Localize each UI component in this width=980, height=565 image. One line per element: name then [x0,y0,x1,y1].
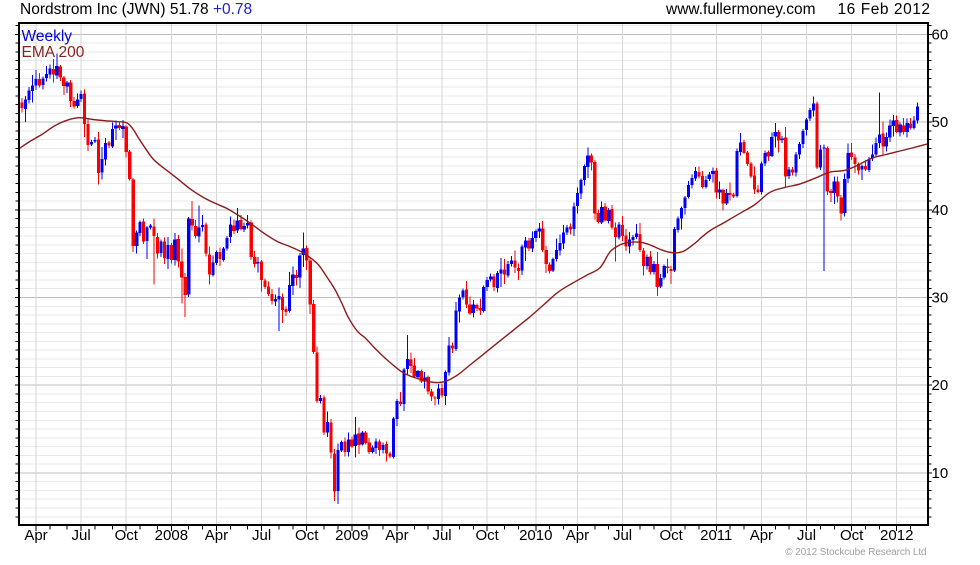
svg-text:40: 40 [932,202,949,219]
svg-text:10: 10 [932,465,949,482]
svg-text:Apr: Apr [385,527,408,544]
svg-text:© 2012 Stockcube Research Ltd: © 2012 Stockcube Research Ltd [785,547,926,558]
svg-text:Oct: Oct [840,527,864,544]
svg-text:Apr: Apr [24,527,47,544]
svg-text:www.fullermoney.com: www.fullermoney.com [665,1,816,18]
svg-text:2008: 2008 [155,527,188,544]
svg-text:Oct: Oct [115,527,139,544]
svg-text:16 Feb 2012: 16 Feb 2012 [838,1,931,18]
svg-text:2012: 2012 [880,527,913,544]
svg-text:20: 20 [932,377,949,394]
svg-text:Nordstrom Inc (JWN) 51.78 +0.7: Nordstrom Inc (JWN) 51.78 +0.78 [20,1,252,18]
svg-text:60: 60 [932,26,949,43]
svg-text:2009: 2009 [335,527,368,544]
svg-text:Oct: Oct [476,527,500,544]
svg-text:Jul: Jul [797,527,816,544]
svg-text:2011: 2011 [700,527,732,544]
svg-text:2010: 2010 [519,527,552,544]
svg-text:Weekly: Weekly [22,28,73,45]
svg-text:Apr: Apr [205,527,228,544]
svg-text:Oct: Oct [659,527,683,544]
svg-text:EMA 200: EMA 200 [22,44,85,61]
svg-text:Apr: Apr [566,527,589,544]
svg-text:Oct: Oct [295,527,319,544]
svg-text:Jul: Jul [613,527,632,544]
svg-text:50: 50 [932,114,949,131]
svg-text:Jul: Jul [252,527,271,544]
svg-text:Jul: Jul [432,527,451,544]
svg-text:Jul: Jul [72,527,91,544]
svg-text:Apr: Apr [750,527,773,544]
svg-text:30: 30 [932,290,949,307]
